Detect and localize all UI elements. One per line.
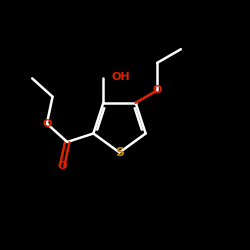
Text: O: O (42, 118, 51, 128)
Text: O: O (152, 86, 162, 96)
Text: OH: OH (112, 72, 130, 82)
Text: S: S (115, 146, 124, 159)
Text: O: O (58, 161, 67, 171)
